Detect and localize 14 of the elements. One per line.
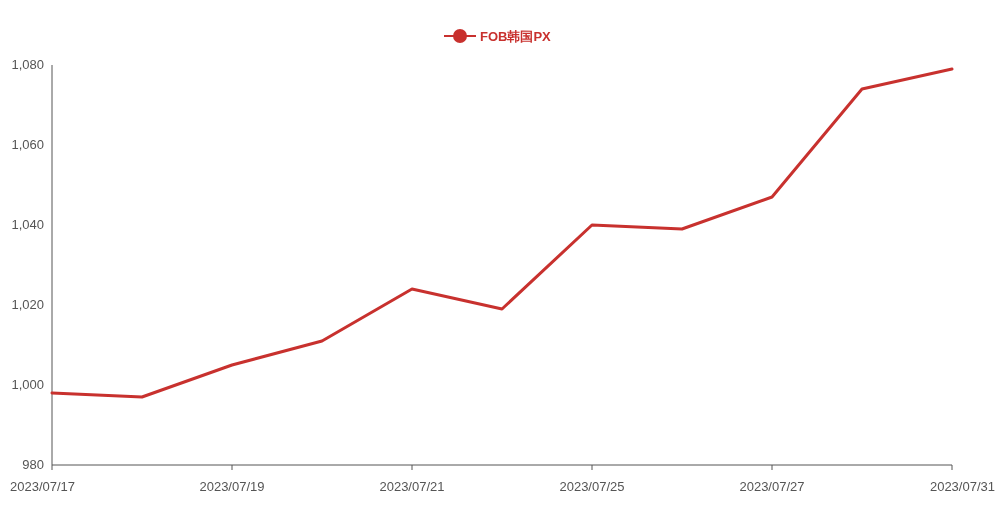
y-tick-label: 1,080 — [11, 57, 44, 72]
legend-label: FOB韩国PX — [480, 29, 552, 44]
y-tick-label: 1,000 — [11, 377, 44, 392]
y-tick-label: 1,060 — [11, 137, 44, 152]
x-tick-label: 2023/07/17 — [10, 479, 76, 494]
line-series — [50, 67, 954, 399]
y-tick-label: 1,020 — [11, 297, 44, 312]
x-tick-label: 2023/07/19 — [199, 479, 265, 494]
x-tick-label: 2023/07/27 — [739, 479, 805, 494]
y-tick-label: 1,040 — [11, 217, 44, 232]
x-tick-label: 2023/07/21 — [379, 479, 445, 494]
y-tick-label: 980 — [22, 457, 44, 472]
x-tick-label: 2023/07/25 — [559, 479, 625, 494]
x-tick-label: 2023/07/31 — [929, 479, 995, 494]
